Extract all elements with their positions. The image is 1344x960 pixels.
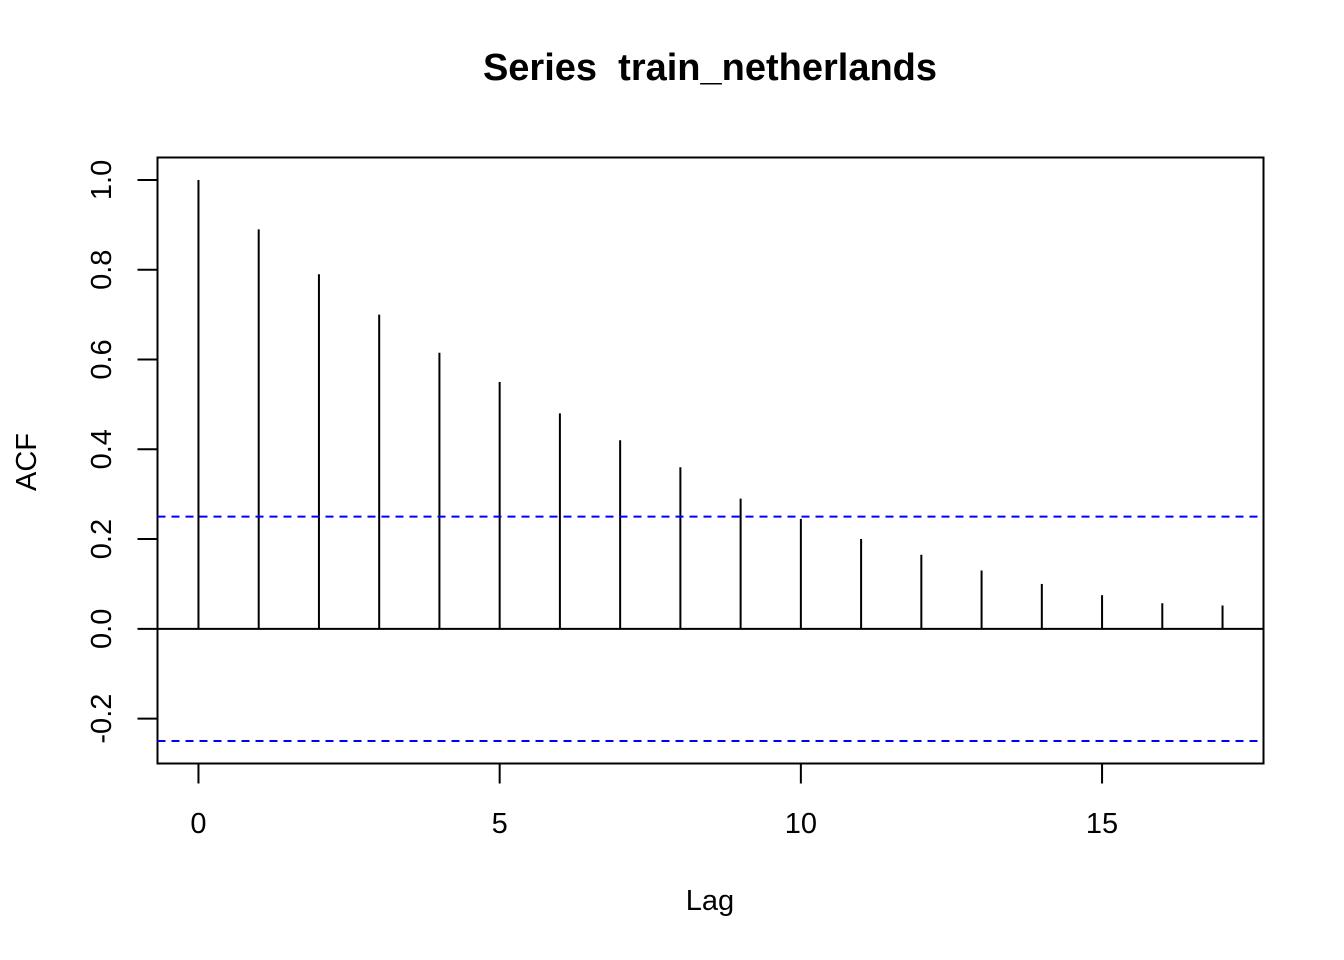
plot-frame xyxy=(156,156,1265,765)
y-tick-label: 0.4 xyxy=(86,429,118,469)
y-tick-label: -0.2 xyxy=(86,694,118,744)
acf-bars xyxy=(157,179,1264,630)
chart-title: Series train_netherlands xyxy=(483,47,937,89)
x-tick-label: 0 xyxy=(190,808,206,840)
y-tick-label: 0.6 xyxy=(86,339,118,379)
y-axis-label: ACF xyxy=(11,433,43,491)
y-tick-label: 1.0 xyxy=(86,160,118,200)
x-tick-label: 5 xyxy=(492,808,508,840)
y-tick-label: 0.0 xyxy=(86,609,118,649)
y-tick-label: 0.2 xyxy=(86,519,118,559)
x-axis: 0 5 10 15 xyxy=(190,762,1118,840)
x-axis-label: Lag xyxy=(686,885,734,917)
y-tick-label: 0.8 xyxy=(86,250,118,290)
x-tick-label: 15 xyxy=(1086,808,1118,840)
x-tick-label: 10 xyxy=(785,808,817,840)
confidence-bounds xyxy=(157,515,1264,743)
y-axis: -0.2 0.0 0.2 0.4 0.6 0.8 1.0 xyxy=(86,160,159,744)
